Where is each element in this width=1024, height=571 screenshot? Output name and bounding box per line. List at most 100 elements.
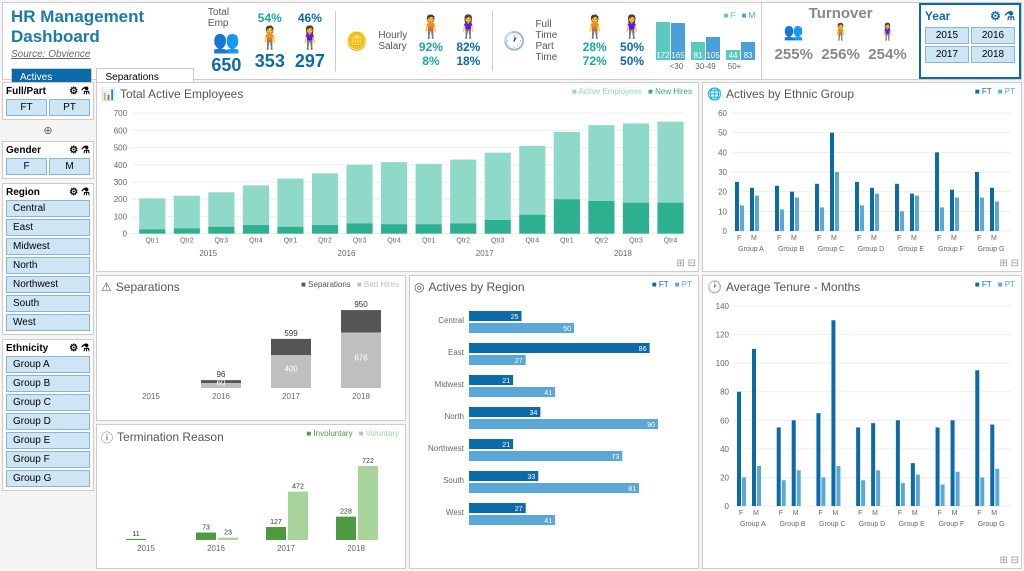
- term-chart[interactable]: 1120157323201612747220172287222018: [101, 448, 401, 558]
- slicer-item[interactable]: Group G: [6, 470, 90, 487]
- slicer-tools-icon[interactable]: ⚙ ⚗: [69, 343, 90, 354]
- region-chart[interactable]: Central2550East8627Midwest2141North3490N…: [414, 296, 694, 546]
- slicer-item[interactable]: Northwest: [6, 276, 90, 293]
- svg-text:Group D: Group D: [859, 521, 885, 528]
- svg-text:M: M: [832, 510, 838, 517]
- drill-buttons[interactable]: ⊞ ⊟: [999, 555, 1019, 566]
- slicer-item[interactable]: PT: [49, 99, 90, 116]
- people-icon-2: 👥: [784, 22, 804, 42]
- svg-text:M: M: [991, 510, 997, 517]
- panel-region: ◎Actives by Region FTPT Central2550East8…: [409, 275, 699, 569]
- svg-text:20: 20: [720, 473, 729, 482]
- svg-text:South: South: [443, 476, 464, 485]
- slicer-item[interactable]: West: [6, 314, 90, 331]
- legend-f: F: [724, 11, 736, 20]
- svg-text:Group G: Group G: [978, 246, 1005, 253]
- svg-text:F: F: [817, 235, 821, 242]
- svg-text:M: M: [791, 235, 797, 242]
- slicer-item[interactable]: F: [6, 158, 47, 175]
- svg-text:Qtr3: Qtr3: [215, 238, 229, 245]
- svg-text:Midwest: Midwest: [435, 380, 465, 389]
- drill-buttons[interactable]: ⊞ ⊟: [676, 258, 696, 269]
- svg-text:50: 50: [563, 326, 571, 333]
- slicer-item[interactable]: M: [49, 158, 90, 175]
- svg-text:2015: 2015: [199, 249, 217, 258]
- year-2015[interactable]: 2015: [925, 27, 969, 44]
- active-chart[interactable]: 0100200300400500600700Qtr1Qtr2Qtr3Qtr4Qt…: [101, 103, 694, 264]
- svg-text:F: F: [777, 235, 781, 242]
- svg-text:599: 599: [284, 329, 298, 338]
- slicer-tools-icon[interactable]: ⚙ ⚗: [69, 145, 90, 156]
- svg-text:West: West: [446, 508, 465, 517]
- svg-text:F: F: [977, 510, 981, 517]
- slicer-item[interactable]: Group D: [6, 413, 90, 430]
- panel-ethnic: 🌐Actives by Ethnic Group FTPT 0102030405…: [702, 82, 1022, 272]
- sidebar: Full/Part⚙ ⚗ FTPT ⊕ Gender⚙ ⚗ FM Region⚙…: [2, 82, 94, 569]
- svg-text:33: 33: [528, 474, 536, 481]
- slicer-gender: Gender⚙ ⚗ FM: [2, 141, 94, 179]
- slicer-item[interactable]: Midwest: [6, 238, 90, 255]
- year-2018[interactable]: 2018: [971, 46, 1015, 63]
- panel-title: Termination Reason: [117, 430, 224, 444]
- source-link[interactable]: Source: Obvience: [11, 49, 194, 60]
- kpi-pt-f: 50%: [620, 54, 644, 68]
- svg-text:Group A: Group A: [738, 246, 764, 253]
- slicer-item[interactable]: Group C: [6, 394, 90, 411]
- tenure-chart[interactable]: 020406080100120140FMGroup AFMGroup BFMGr…: [707, 296, 1017, 546]
- svg-text:73: 73: [202, 524, 210, 531]
- slicer-tools-icon[interactable]: ⚙ ⚗: [990, 9, 1015, 23]
- svg-text:F: F: [898, 510, 902, 517]
- slicer-item[interactable]: South: [6, 295, 90, 312]
- svg-text:Group F: Group F: [938, 246, 964, 253]
- svg-text:Group A: Group A: [740, 521, 766, 528]
- slicer-item[interactable]: Central: [6, 200, 90, 217]
- sep-chart[interactable]: 20159660201659940020179506762018: [101, 296, 401, 406]
- slicer-item[interactable]: FT: [6, 99, 47, 116]
- svg-text:40: 40: [718, 148, 727, 157]
- svg-text:Group B: Group B: [780, 521, 806, 528]
- svg-text:34: 34: [530, 410, 538, 417]
- svg-text:F: F: [937, 235, 941, 242]
- chart-icon: 📊: [101, 87, 116, 101]
- ethnic-chart[interactable]: 0102030405060FMGroup AFMGroup BFMGroup C…: [707, 103, 1017, 263]
- panel-title: Separations: [116, 280, 180, 294]
- svg-text:Qtr2: Qtr2: [318, 238, 332, 245]
- turnover-all: 255%: [775, 46, 813, 63]
- slicer-ethnicity-label: Ethnicity: [6, 343, 48, 354]
- svg-text:25: 25: [511, 314, 519, 321]
- page-title: HR Management Dashboard: [11, 7, 194, 47]
- svg-text:M: M: [831, 235, 837, 242]
- svg-text:Group E: Group E: [899, 521, 925, 528]
- svg-text:81: 81: [628, 486, 636, 493]
- drill-buttons[interactable]: ⊞ ⊟: [999, 258, 1019, 269]
- svg-text:23: 23: [224, 529, 232, 536]
- kpi-hourly-m: 92%: [419, 40, 443, 54]
- slicer-item[interactable]: Group B: [6, 375, 90, 392]
- svg-text:21: 21: [502, 378, 510, 385]
- kpi-ft-m: 28%: [583, 40, 607, 54]
- year-2016[interactable]: 2016: [971, 27, 1015, 44]
- slicer-item[interactable]: East: [6, 219, 90, 236]
- svg-text:Qtr4: Qtr4: [249, 238, 263, 245]
- svg-text:M: M: [991, 235, 997, 242]
- panel-title: Total Active Employees: [120, 87, 243, 101]
- svg-text:60: 60: [718, 109, 727, 118]
- year-2017[interactable]: 2017: [925, 46, 969, 63]
- svg-text:100: 100: [114, 212, 128, 221]
- svg-text:676: 676: [354, 353, 368, 362]
- slicer-item[interactable]: Group E: [6, 432, 90, 449]
- slicer-item[interactable]: North: [6, 257, 90, 274]
- svg-text:2018: 2018: [347, 544, 365, 553]
- slicer-tools-icon[interactable]: ⚙ ⚗: [69, 86, 90, 97]
- svg-text:Qtr1: Qtr1: [560, 238, 574, 245]
- slicer-item[interactable]: Group F: [6, 451, 90, 468]
- link-icon[interactable]: ⊕: [2, 124, 94, 137]
- male-icon-2: 🧍: [417, 14, 444, 40]
- slicer-item[interactable]: Group A: [6, 356, 90, 373]
- panel-title: Actives by Region: [428, 280, 524, 294]
- svg-text:86: 86: [639, 346, 647, 353]
- svg-text:F: F: [857, 235, 861, 242]
- svg-text:M: M: [951, 235, 957, 242]
- svg-text:M: M: [911, 235, 917, 242]
- slicer-tools-icon[interactable]: ⚙ ⚗: [69, 187, 90, 198]
